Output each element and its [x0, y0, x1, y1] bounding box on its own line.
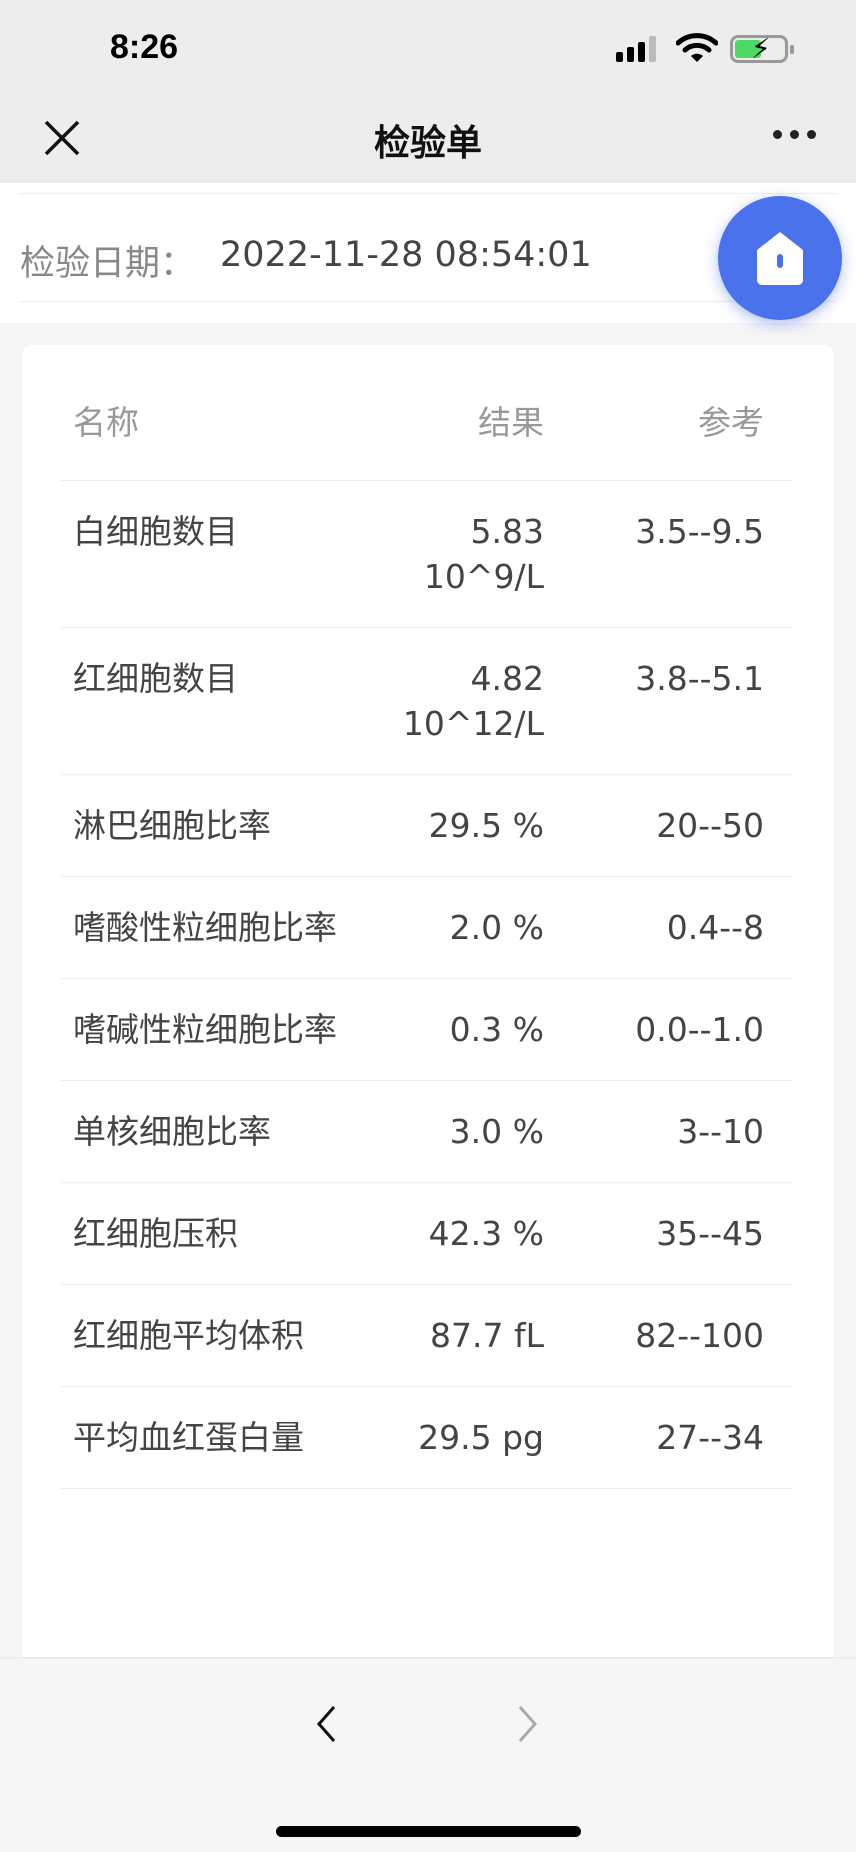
row-reference: 0.0--1.0: [635, 1010, 764, 1049]
row-name: 红细胞压积: [73, 1214, 238, 1253]
table-row: 嗜碱性粒细胞比率 0.3 % 0.0--1.0: [61, 979, 793, 1081]
nav-bar: 检验单: [0, 92, 856, 183]
table-row: 红细胞数目 4.82 10^12/L 3.8--5.1: [61, 628, 793, 775]
row-result: 5.83 10^9/L: [423, 512, 544, 596]
battery-charging-icon: ⚡: [730, 32, 794, 65]
row-result: 29.5 pg: [418, 1418, 544, 1457]
results-card: 名称 结果 参考 白细胞数目 5.83 10^9/L 3.5--9.5 红细胞数目 4.…: [22, 345, 834, 1665]
home-indicator: [276, 1826, 581, 1837]
date-section: 检验日期： 2022-11-28 08:54:01: [0, 183, 856, 323]
row-name: 单核细胞比率: [73, 1112, 271, 1151]
row-result: 0.3 %: [449, 1010, 544, 1049]
date-label: 检验日期：: [20, 244, 196, 284]
close-icon[interactable]: [40, 116, 84, 160]
home-button[interactable]: [718, 196, 842, 320]
home-icon: [757, 232, 803, 285]
table-row: 嗜酸性粒细胞比率 2.0 % 0.4--8: [61, 877, 793, 979]
row-reference: 3--10: [677, 1112, 764, 1151]
row-reference: 20--50: [656, 806, 764, 845]
row-name: 红细胞数目: [73, 659, 238, 698]
row-reference: 27--34: [656, 1418, 764, 1457]
table-row: 单核细胞比率 3.0 % 3--10: [61, 1081, 793, 1183]
row-reference: 0.4--8: [666, 908, 764, 947]
table-row: 红细胞平均体积 87.7 fL 82--100: [61, 1285, 793, 1387]
row-result: 4.82 10^12/L: [402, 659, 544, 743]
results-table: 名称 结果 参考 白细胞数目 5.83 10^9/L 3.5--9.5 红细胞数目 4.…: [61, 345, 793, 1489]
row-result: 3.0 %: [449, 1112, 544, 1151]
wifi-icon: [676, 33, 718, 62]
page-title: 检验单: [373, 123, 482, 164]
header-result: 结果: [478, 403, 544, 442]
table-row: 平均血红蛋白量 29.5 pg 27--34: [61, 1387, 793, 1489]
row-result: 42.3 %: [428, 1214, 544, 1253]
row-reference: 35--45: [656, 1214, 764, 1253]
date-value: 2022-11-28 08:54:01: [220, 235, 592, 275]
row-name: 嗜酸性粒细胞比率: [73, 908, 337, 947]
table-header: 名称 结果 参考: [61, 345, 793, 481]
signal-icon: [616, 36, 656, 62]
chevron-right-icon[interactable]: [516, 1704, 540, 1744]
row-result: 29.5 %: [428, 806, 544, 845]
row-result: 87.7 fL: [430, 1316, 544, 1355]
row-result: 2.0 %: [449, 908, 544, 947]
header-name: 名称: [73, 403, 139, 442]
header-reference: 参考: [698, 403, 764, 442]
status-time: 8:26: [110, 28, 179, 66]
row-name: 嗜碱性粒细胞比率: [73, 1010, 337, 1049]
more-icon[interactable]: [773, 130, 816, 139]
row-name: 红细胞平均体积: [73, 1316, 304, 1355]
row-reference: 3.8--5.1: [635, 659, 764, 698]
table-row: 白细胞数目 5.83 10^9/L 3.5--9.5: [61, 481, 793, 628]
row-reference: 82--100: [635, 1316, 764, 1355]
row-reference: 3.5--9.5: [635, 512, 764, 551]
row-name: 平均血红蛋白量: [73, 1418, 304, 1457]
table-row: 淋巴细胞比率 29.5 % 20--50: [61, 775, 793, 877]
bottom-toolbar: [0, 1657, 856, 1852]
chevron-left-icon[interactable]: [314, 1704, 338, 1744]
status-bar: 8:26 ⚡: [0, 0, 856, 92]
row-name: 白细胞数目: [73, 512, 238, 551]
row-name: 淋巴细胞比率: [73, 806, 271, 845]
table-row: 红细胞压积 42.3 % 35--45: [61, 1183, 793, 1285]
